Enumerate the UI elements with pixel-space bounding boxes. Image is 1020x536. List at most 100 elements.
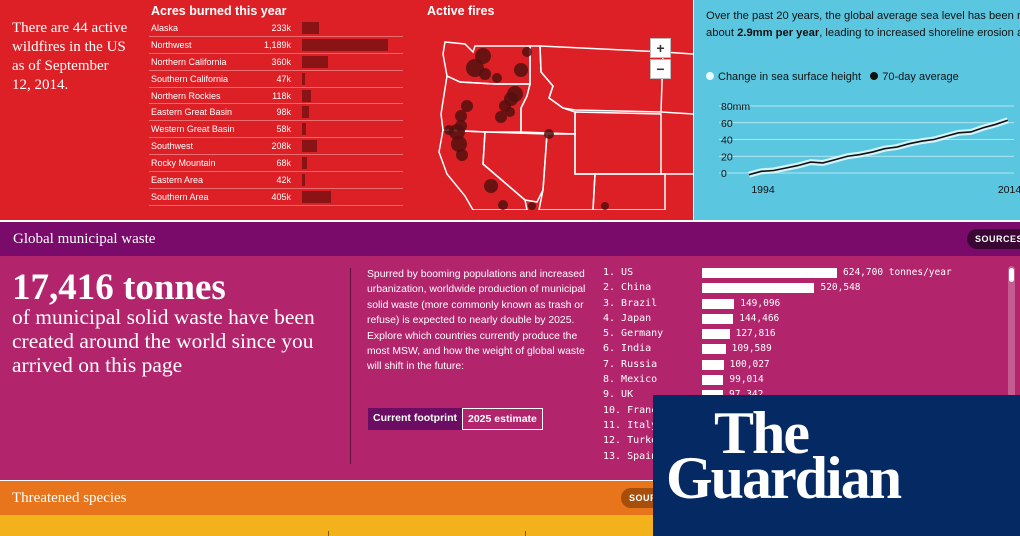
y-tick-label: 80mm	[721, 101, 750, 113]
active-fires-map[interactable]	[435, 24, 693, 210]
acres-row: Northern California 360k	[149, 54, 403, 71]
waste-scrollbar-thumb[interactable]	[1009, 268, 1014, 282]
region-name: Northern California	[151, 56, 227, 67]
country-rank-name: 5. Germany	[603, 328, 664, 340]
country-rank-name: 2. China	[603, 282, 652, 294]
country-waste-bar	[702, 329, 730, 340]
waste-scrollbar-track[interactable]	[1008, 266, 1015, 480]
fire-marker	[601, 202, 609, 210]
fire-marker	[514, 63, 528, 77]
sea-level-chart: 0 20 40 60 80mm 1994 2014	[719, 101, 1020, 196]
x-tick-label: 2014	[998, 184, 1020, 196]
sea-text-before: Over the past 20 years, the global avera…	[706, 10, 1020, 22]
acres-row: Southern Area 405k	[149, 189, 403, 206]
wildfire-intro: There are 44 active wildfires in the US …	[12, 20, 128, 93]
y-tick-label: 60	[721, 118, 733, 130]
fire-marker	[544, 129, 554, 139]
waste-country-row: 2. China 520,548	[603, 281, 1003, 296]
country-waste-bar	[702, 344, 726, 355]
fire-marker	[495, 111, 507, 123]
zoom-out-button[interactable]: −	[650, 59, 671, 79]
y-tick-label: 40	[721, 135, 733, 147]
region-acres: 360k	[271, 56, 291, 67]
waste-country-row: 3. Brazil 149,096	[603, 297, 1003, 312]
country-rank-name: 9. UK	[603, 389, 634, 401]
fire-marker	[484, 179, 498, 193]
sea-level-description: Over the past 20 years, the global avera…	[706, 8, 1020, 41]
country-waste-value: 624,700 tonnes/year	[843, 267, 952, 278]
region-name: Alaska	[151, 23, 179, 33]
country-waste-value: 127,816	[735, 328, 776, 340]
country-waste-value: 109,589	[731, 343, 772, 355]
country-waste-value: 149,096	[740, 297, 781, 309]
acres-row: Eastern Area 42k	[149, 172, 403, 189]
wyoming-state	[574, 111, 662, 175]
fire-marker	[456, 149, 468, 161]
region-name: Northwest	[151, 39, 192, 50]
oregon-state	[440, 74, 531, 133]
region-acres-bar	[302, 123, 307, 136]
y-tick-label: 0	[721, 168, 727, 180]
series-line-average	[748, 119, 1009, 176]
threatened-species-title: Threatened species	[12, 490, 127, 506]
species-axis-tick	[328, 531, 329, 536]
legend-dot-change	[706, 72, 714, 80]
estimate-2025-button[interactable]: 2025 estimate	[462, 408, 543, 430]
acres-row: Northwest 1,189k	[149, 37, 403, 54]
country-waste-bar	[702, 375, 724, 386]
region-acres-bar	[302, 190, 332, 203]
zoom-in-button[interactable]: +	[650, 38, 671, 58]
wildfire-panel: There are 44 active wildfires in the US …	[0, 0, 693, 220]
region-acres-bar	[302, 22, 319, 34]
municipal-waste-panel: 17,416 tonnes of municipal solid waste h…	[0, 256, 1020, 480]
country-rank-name: 13. Spain	[603, 450, 658, 462]
guardian-logo-line1: The	[714, 400, 810, 466]
region-name: Northern Rockies	[151, 90, 221, 101]
waste-country-row: 1. US 624,700 tonnes/year	[603, 266, 1003, 281]
country-waste-value: 520,548	[820, 282, 861, 294]
region-acres-bar	[302, 38, 388, 51]
acres-row: Alaska 233k	[149, 20, 403, 37]
region-acres: 1,189k	[263, 39, 291, 50]
sea-level-panel: Over the past 20 years, the global avera…	[694, 0, 1020, 220]
region-acres: 68k	[276, 158, 291, 169]
acres-row: Western Great Basin 58k	[149, 121, 403, 139]
legend-average-label: 70-day average	[882, 71, 959, 83]
region-acres: 208k	[271, 141, 291, 152]
legend-dot-average	[870, 72, 879, 80]
waste-country-list: 1. US 624,700 tonnes/year 2. China 520,548 3…	[603, 266, 1003, 465]
region-name: Eastern Great Basin	[151, 107, 233, 118]
utah-state	[538, 133, 596, 210]
fire-marker	[522, 47, 532, 57]
legend-change-label: Change in sea surface height	[718, 71, 862, 83]
country-rank-name: 7. Russia	[603, 358, 658, 370]
guardian-logo-line2: Guardian	[666, 445, 902, 511]
municipal-waste-header: Global municipal waste SOURCES	[0, 222, 1020, 256]
waste-sources-button[interactable]: SOURCES	[967, 229, 1020, 249]
region-acres: 118k	[272, 90, 291, 101]
country-waste-value: 144,466	[739, 312, 780, 324]
region-acres-bar	[302, 140, 318, 153]
montana-state	[539, 45, 664, 113]
country-waste-bar	[702, 359, 724, 370]
waste-counter-subtitle: of municipal solid waste have been creat…	[12, 305, 315, 377]
region-name: Eastern Area	[151, 175, 204, 186]
divider	[350, 268, 351, 464]
species-axis-tick	[525, 531, 526, 536]
country-waste-bar	[702, 298, 735, 309]
region-acres: 42k	[276, 175, 291, 186]
sea-text-bold: 2.9mm per year	[737, 26, 820, 39]
idaho-state	[520, 45, 576, 135]
region-name: Rocky Mountain	[151, 158, 216, 169]
country-rank-name: 3. Brazil	[603, 297, 658, 309]
municipal-waste-title: Global municipal waste	[13, 231, 156, 247]
x-tick-label: 1994	[751, 184, 775, 196]
current-footprint-button[interactable]: Current footprint	[368, 408, 462, 430]
fire-marker	[455, 110, 467, 122]
region-name: Southern Area	[151, 191, 209, 202]
waste-description: Spurred by booming populations and incre…	[367, 269, 586, 373]
waste-country-row: 6. India 109,589	[603, 342, 1003, 357]
region-acres-bar	[302, 55, 329, 68]
fire-marker	[505, 107, 515, 117]
guardian-logo: The Guardian	[653, 395, 1020, 536]
